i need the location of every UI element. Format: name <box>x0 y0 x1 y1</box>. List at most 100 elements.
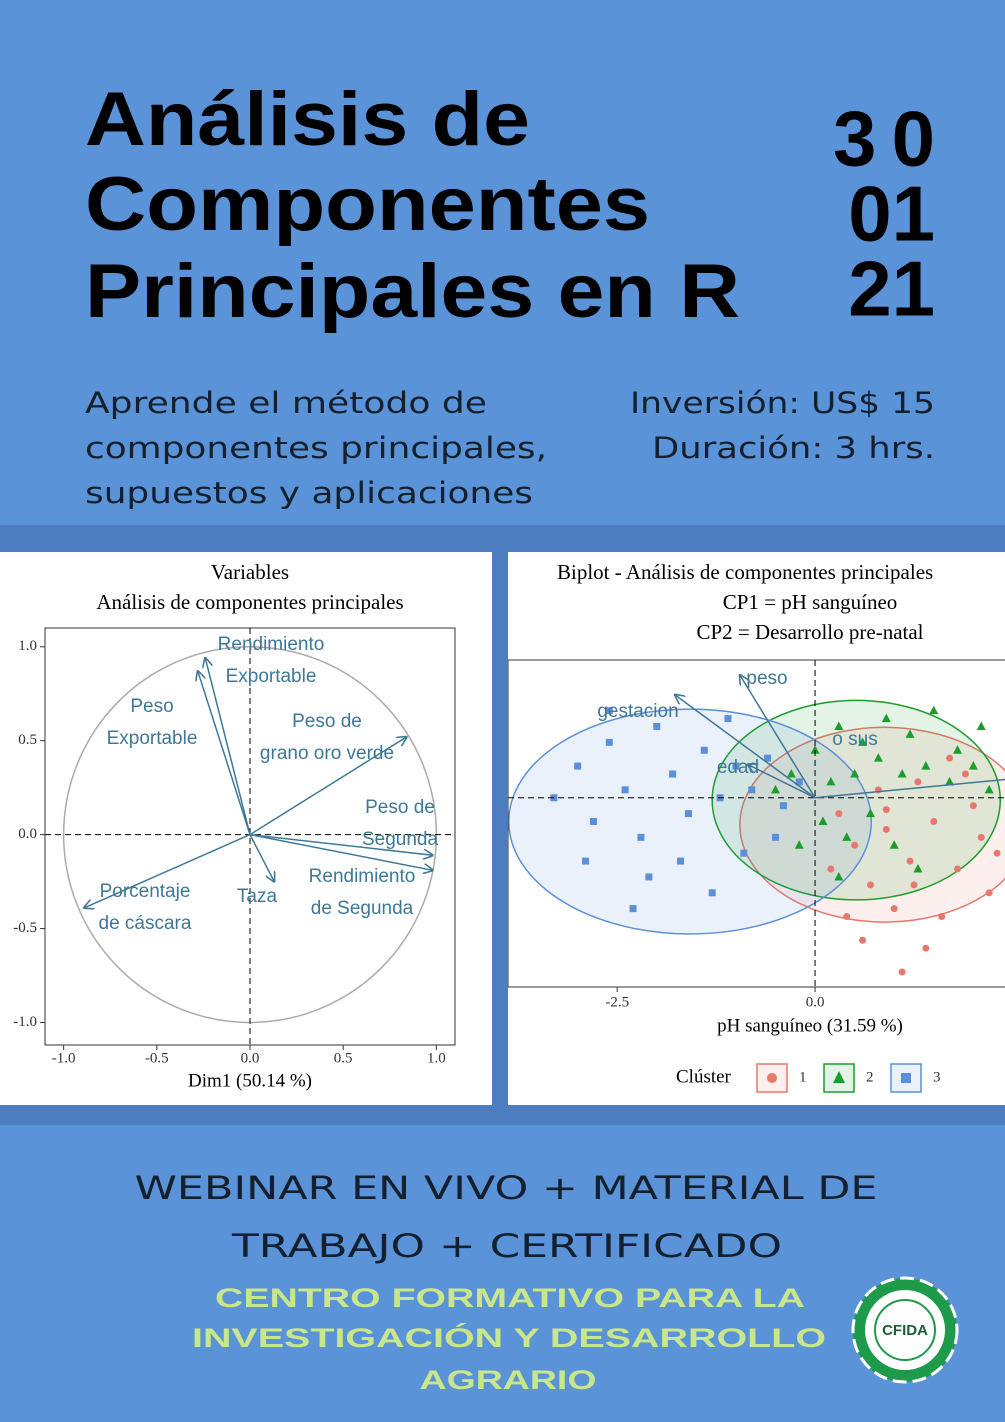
panel-left <box>0 552 492 1105</box>
confidence-ellipse <box>711 699 1002 901</box>
variable-arrow <box>748 765 816 799</box>
point <box>835 810 843 818</box>
x-tick-label: 0.5 <box>334 1050 353 1066</box>
point <box>700 746 708 754</box>
logo: CFIDA <box>851 1276 959 1384</box>
variable-label: Peso de <box>365 797 435 818</box>
point <box>946 754 954 762</box>
chart-title: CP2 = Desarrollo pre-natal <box>696 620 923 644</box>
point <box>582 857 590 865</box>
variable-label: peso <box>746 668 787 689</box>
point <box>851 841 859 849</box>
variable-label: Segunda <box>362 829 439 850</box>
point <box>786 769 796 778</box>
point <box>708 889 716 897</box>
point <box>834 721 844 731</box>
variable-arrow <box>814 778 1005 799</box>
y-tick-label: 1.0 <box>18 638 37 654</box>
variable-label: Rendimiento <box>218 634 325 655</box>
point <box>882 825 890 833</box>
point <box>873 753 883 762</box>
legend-key <box>756 1063 788 1093</box>
organization: AGRARIO <box>420 1365 597 1395</box>
variable-label: Peso de <box>292 711 362 732</box>
panel-right <box>508 552 1005 1105</box>
biplot-panel: Biplot - Análisis de componentes princip… <box>508 560 1005 1093</box>
variable-label: grano oro verde <box>260 743 394 764</box>
variable-arrow <box>249 833 433 871</box>
point <box>984 784 994 794</box>
point <box>637 833 645 841</box>
point <box>748 786 756 794</box>
point <box>898 968 906 976</box>
point <box>914 778 922 786</box>
variable-arrow <box>249 834 274 882</box>
point <box>834 871 844 881</box>
legend-symbol <box>767 1073 777 1083</box>
x-tick-label: 1.0 <box>427 1050 446 1066</box>
point <box>764 754 772 762</box>
point <box>921 761 931 770</box>
variable-label: Taza <box>237 886 278 907</box>
description: supuestos y aplicaciones <box>85 476 533 510</box>
price: Inversión: US$ 15 <box>630 386 935 420</box>
point <box>669 770 677 778</box>
point <box>865 808 875 818</box>
point <box>629 905 637 913</box>
offer: TRABAJO + CERTIFICADO <box>231 1227 782 1265</box>
point <box>866 881 874 889</box>
legend-title: Clúster <box>676 1066 732 1087</box>
legend-label: 3 <box>933 1069 941 1085</box>
plot-area: gestacion peso edad o sus <box>508 660 1005 987</box>
variable-arrow <box>205 658 251 835</box>
point <box>779 802 787 810</box>
date-year: 21 <box>848 245 935 333</box>
duration: Duración: 3 hrs. <box>652 431 935 465</box>
point <box>906 857 914 865</box>
chart-title: Biplot - Análisis de componentes princip… <box>557 560 933 584</box>
variable-label: Porcentaje <box>100 881 191 902</box>
point <box>645 873 653 881</box>
point <box>605 738 613 746</box>
point <box>881 713 891 723</box>
point <box>724 715 732 723</box>
x-tick-label: -1.0 <box>52 1050 76 1066</box>
point <box>929 705 939 715</box>
point <box>771 833 779 841</box>
point <box>810 745 820 754</box>
description: componentes principales, <box>85 431 547 465</box>
variable-arrow <box>249 833 433 856</box>
point <box>732 762 740 770</box>
variable-label: edad <box>717 757 759 778</box>
x-axis-title: pH sanguíneo (31.59 %) <box>717 1015 903 1036</box>
point <box>913 864 923 873</box>
variable-label: Exportable <box>107 728 198 749</box>
point <box>945 776 955 786</box>
point <box>818 816 828 826</box>
point <box>794 840 804 849</box>
legend-symbol <box>833 1071 845 1083</box>
plot-border <box>508 659 1005 988</box>
variable-label: Rendimiento <box>309 866 416 887</box>
point <box>922 944 930 952</box>
point <box>858 737 868 746</box>
point <box>842 832 852 841</box>
point <box>930 818 938 826</box>
legend-symbol <box>901 1073 911 1083</box>
variable-label: de Segunda <box>311 898 414 919</box>
point <box>976 721 986 731</box>
x-tick-label: 0.0 <box>806 994 825 1010</box>
x-tick-label: -2.5 <box>605 994 629 1010</box>
variable-label: Exportable <box>226 666 317 687</box>
confidence-ellipse <box>739 726 1005 923</box>
y-tick-label: 0.0 <box>18 826 37 842</box>
point <box>621 786 629 794</box>
point <box>993 849 1001 857</box>
x-axis-title: Dim1 (50.14 %) <box>188 1070 312 1091</box>
point <box>961 770 969 778</box>
variable-label: o sus <box>832 729 877 750</box>
point <box>953 745 963 754</box>
y-tick-label: -1.0 <box>13 1014 37 1030</box>
variable-arrow <box>198 671 251 835</box>
point <box>954 865 962 873</box>
